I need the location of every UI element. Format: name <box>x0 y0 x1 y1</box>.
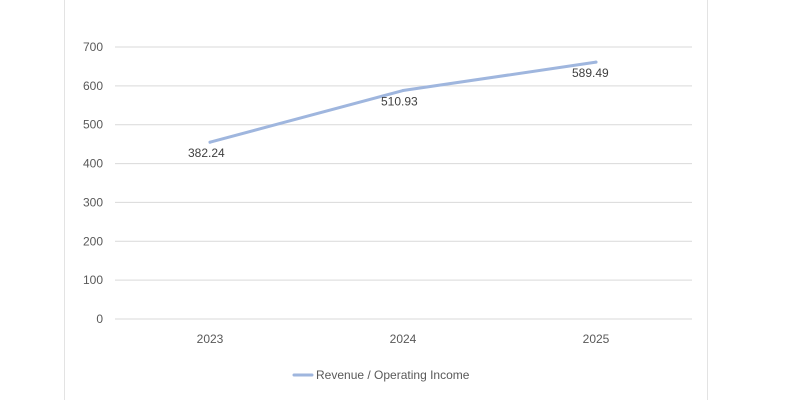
data-label: 589.49 <box>572 66 609 80</box>
data-point <box>594 60 598 64</box>
data-label: 510.93 <box>381 95 418 109</box>
y-tick-label: 500 <box>83 118 103 132</box>
legend: Revenue / Operating Income <box>292 368 470 382</box>
legend-label: Revenue / Operating Income <box>316 368 470 382</box>
data-labels: 382.24 510.93 589.49 <box>188 66 609 160</box>
series-layer <box>208 60 598 144</box>
data-point <box>401 89 405 93</box>
y-tick-label: 100 <box>83 273 103 287</box>
y-tick-label: 200 <box>83 234 103 248</box>
chart-frame <box>64 0 708 400</box>
x-axis-ticks: 2023 2024 2025 <box>197 332 610 346</box>
y-tick-label: 700 <box>83 40 103 54</box>
gridlines <box>115 46 692 320</box>
data-point <box>208 140 212 144</box>
data-label: 382.24 <box>188 146 225 160</box>
y-axis-ticks: 0 100 200 300 400 500 600 700 <box>83 40 103 326</box>
y-tick-label: 300 <box>83 195 103 209</box>
x-tick-label: 2023 <box>197 332 224 346</box>
y-tick-label: 0 <box>96 312 103 326</box>
y-tick-label: 400 <box>83 157 103 171</box>
x-tick-label: 2025 <box>583 332 610 346</box>
x-tick-label: 2024 <box>390 332 417 346</box>
y-tick-label: 600 <box>83 79 103 93</box>
